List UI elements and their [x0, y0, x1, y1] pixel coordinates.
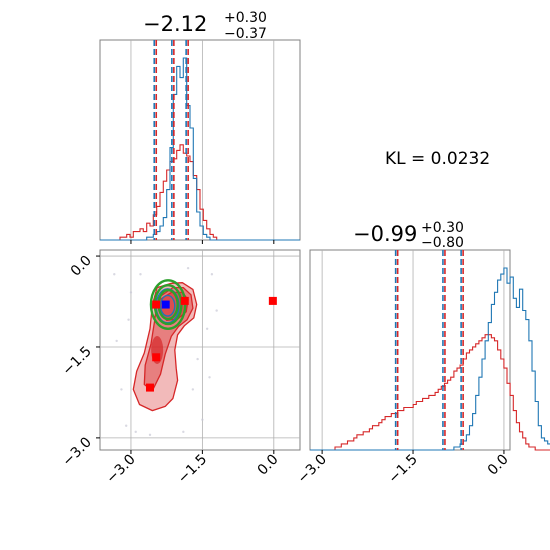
hist1-blue-step [100, 57, 300, 241]
scatter-point-7 [201, 418, 204, 421]
param2-title-value: −0.99 [353, 222, 417, 246]
param2-title-minus: −0.80 [421, 235, 464, 251]
joint-ytick-label-2: −3.0 [59, 434, 94, 469]
scatter-point-12 [127, 318, 130, 321]
hist1-panel [99, 39, 301, 241]
blue-contour-1 [159, 294, 176, 317]
scatter-point-0 [124, 424, 128, 427]
hist2-panel [309, 249, 511, 451]
param2-title-plus: +0.30 [421, 220, 464, 236]
marker-square-0 [161, 300, 170, 309]
hist2-red-step [310, 334, 550, 451]
scatter-point-5 [134, 430, 137, 434]
scatter-point-1 [115, 339, 118, 343]
kl-label: KL = 0.0232 [385, 149, 490, 169]
joint-panel [99, 249, 301, 451]
scatter-point-13 [215, 309, 218, 312]
scatter-point-2 [129, 291, 133, 294]
joint-xtick-label-2: 0.0 [255, 452, 282, 479]
scatter-point-4 [210, 273, 214, 276]
joint-xtick-label-0: −3.0 [103, 452, 138, 487]
hist2-xtick-label-0: 0.0 [485, 452, 512, 479]
scatter-point-6 [191, 388, 195, 391]
marker-square-4 [152, 300, 161, 309]
scatter-point-17 [208, 376, 211, 379]
marker-square-5 [180, 296, 189, 305]
hist2-blue-step [310, 267, 550, 451]
scatter-point-8 [120, 388, 123, 391]
marker-square-1 [268, 296, 277, 305]
marker-square-3 [146, 383, 154, 392]
hist2-xtick-label-1: −1.5 [386, 452, 421, 487]
param1-title-plus: +0.30 [224, 10, 267, 26]
joint-ytick-label-1: −1.5 [59, 343, 94, 378]
scatter-point-11 [196, 357, 199, 361]
scatter-point-10 [139, 273, 142, 276]
scatter-point-9 [186, 266, 190, 270]
scatter-point-3 [205, 327, 209, 330]
marker-square-2 [152, 353, 161, 362]
param1-title-minus: −0.37 [224, 26, 267, 42]
hist2-xtick-label-2: −3.0 [295, 452, 330, 487]
joint-ytick-label-0: 0.0 [68, 253, 95, 280]
scatter-point-15 [182, 430, 185, 434]
param1-title-value: −2.12 [143, 12, 207, 36]
scatter-point-16 [113, 273, 116, 276]
scatter-point-14 [148, 433, 152, 437]
joint-xtick-label-1: −1.5 [175, 452, 210, 487]
